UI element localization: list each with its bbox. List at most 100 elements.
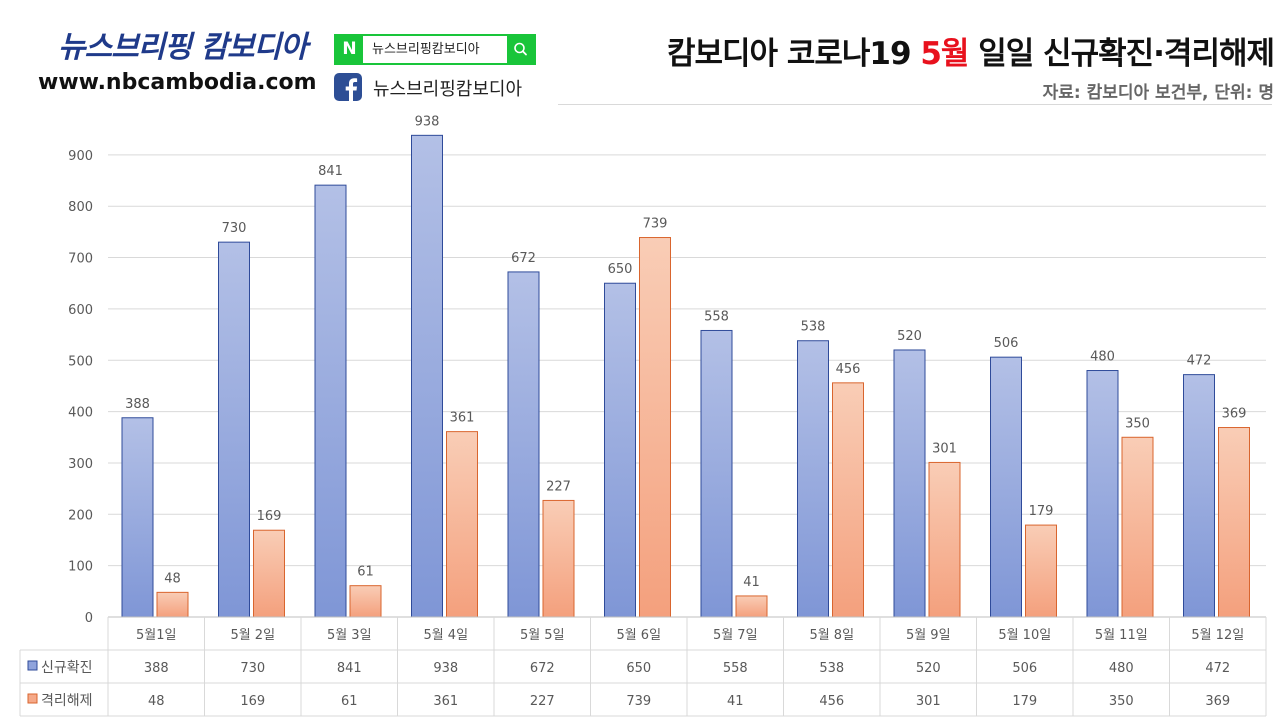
table-cell-released: 169	[240, 694, 265, 709]
y-tick-label: 700	[68, 252, 93, 267]
data-label-released: 350	[1125, 416, 1150, 431]
table-cell-confirmed: 730	[240, 661, 265, 676]
table-cell-confirmed: 938	[433, 661, 458, 676]
table-cell-released: 179	[1012, 694, 1037, 709]
bar-released	[349, 585, 382, 618]
y-tick-label: 900	[68, 149, 93, 164]
brand-title: 뉴스브리핑 캄보디아	[58, 30, 308, 65]
y-tick-label: 500	[68, 354, 93, 369]
chart-source-note: 자료: 캄보디아 보건부, 단위: 명	[1042, 83, 1274, 103]
title-divider	[558, 104, 1272, 105]
table-cell-released: 227	[530, 694, 555, 709]
data-label-confirmed: 388	[125, 397, 150, 412]
data-label-confirmed: 472	[1187, 354, 1212, 369]
y-tick-label: 200	[68, 508, 93, 523]
table-cell-confirmed: 650	[626, 661, 651, 676]
bar-confirmed	[1183, 374, 1215, 618]
bar-released	[735, 595, 768, 618]
table-cell-released: 361	[433, 694, 458, 709]
bar-released	[156, 591, 189, 618]
bar-released	[253, 529, 285, 618]
facebook-page-name[interactable]: 뉴스브리핑캄보디아	[373, 79, 523, 100]
data-label-confirmed: 730	[222, 221, 247, 236]
data-label-confirmed: 650	[608, 262, 633, 277]
data-label-confirmed: 558	[704, 309, 729, 324]
data-label-released: 48	[164, 571, 181, 586]
legend-key-confirmed	[27, 660, 38, 671]
table-cell-confirmed: 472	[1205, 661, 1230, 676]
data-label-confirmed: 538	[801, 320, 826, 335]
x-category-label: 5월 9일	[906, 628, 951, 643]
naver-search-box[interactable]: N 뉴스브리핑캄보디아	[334, 34, 536, 65]
facebook-logo-icon[interactable]	[334, 73, 362, 101]
table-cell-released: 301	[916, 694, 941, 709]
data-label-confirmed: 841	[318, 164, 343, 179]
title-highlight-month: 5월	[920, 36, 969, 72]
bar-confirmed	[411, 134, 443, 618]
bar-confirmed	[121, 417, 154, 618]
legend-label-released: 격리해제	[41, 693, 93, 709]
bar-confirmed	[990, 356, 1022, 618]
bar-confirmed	[1086, 370, 1119, 618]
data-label-released: 456	[836, 362, 861, 377]
table-cell-released: 61	[341, 694, 358, 709]
x-category-label: 5월 8일	[809, 628, 854, 643]
table-cell-released: 41	[727, 694, 744, 709]
data-label-released: 61	[357, 565, 374, 580]
bar-confirmed	[507, 271, 540, 618]
legend-label-confirmed: 신규확진	[41, 660, 93, 676]
bar-confirmed	[797, 340, 829, 618]
data-label-released: 361	[450, 411, 475, 426]
data-label-confirmed: 520	[897, 329, 922, 344]
data-label-confirmed: 938	[415, 114, 440, 129]
y-tick-label: 0	[85, 611, 93, 626]
bar-confirmed	[893, 349, 926, 618]
bar-confirmed	[604, 282, 636, 618]
data-label-released: 369	[1222, 407, 1247, 422]
table-cell-released: 739	[626, 694, 651, 709]
data-label-released: 301	[932, 441, 957, 456]
bar-released	[446, 431, 478, 618]
x-category-label: 5월1일	[136, 628, 176, 643]
table-cell-confirmed: 538	[819, 661, 844, 676]
naver-logo-icon: N	[336, 36, 363, 63]
x-category-label: 5월 4일	[423, 628, 468, 643]
bar-confirmed	[218, 241, 250, 618]
data-label-released: 179	[1029, 504, 1054, 519]
bar-released	[832, 382, 864, 618]
data-label-released: 227	[546, 479, 571, 494]
x-category-label: 5월 6일	[616, 628, 661, 643]
data-label-confirmed: 480	[1090, 350, 1115, 365]
x-category-label: 5월 12일	[1191, 628, 1244, 643]
naver-search-text: 뉴스브리핑캄보디아	[372, 42, 480, 57]
y-tick-label: 300	[68, 457, 93, 472]
table-cell-confirmed: 841	[337, 661, 362, 676]
table-cell-released: 48	[148, 694, 165, 709]
legend-key-released	[27, 693, 38, 704]
table-cell-confirmed: 388	[144, 661, 169, 676]
table-cell-confirmed: 558	[723, 661, 748, 676]
search-icon[interactable]	[507, 36, 534, 63]
bar-released	[1218, 427, 1250, 618]
bar-released	[639, 237, 671, 618]
title-prefix: 캄보디아 코로나19	[666, 36, 921, 72]
x-category-label: 5월 2일	[230, 628, 275, 643]
bar-released	[542, 499, 575, 618]
x-category-label: 5월 10일	[998, 628, 1051, 643]
table-cell-confirmed: 480	[1109, 661, 1134, 676]
x-category-label: 5월 7일	[713, 628, 758, 643]
bar-released	[1025, 524, 1057, 618]
table-cell-released: 456	[819, 694, 844, 709]
x-category-label: 5월 11일	[1095, 628, 1148, 643]
bar-confirmed	[314, 184, 347, 618]
data-label-released: 169	[257, 509, 282, 524]
data-label-released: 739	[643, 217, 668, 232]
table-cell-released: 350	[1109, 694, 1134, 709]
brand-url[interactable]: www.nbcambodia.com	[38, 70, 317, 95]
table-cell-released: 369	[1205, 694, 1230, 709]
bar-released	[928, 461, 961, 618]
table-cell-confirmed: 672	[530, 661, 555, 676]
chart-title: 캄보디아 코로나19 5월 일일 신규확진·격리해제	[666, 28, 1275, 73]
y-tick-label: 800	[68, 200, 93, 215]
